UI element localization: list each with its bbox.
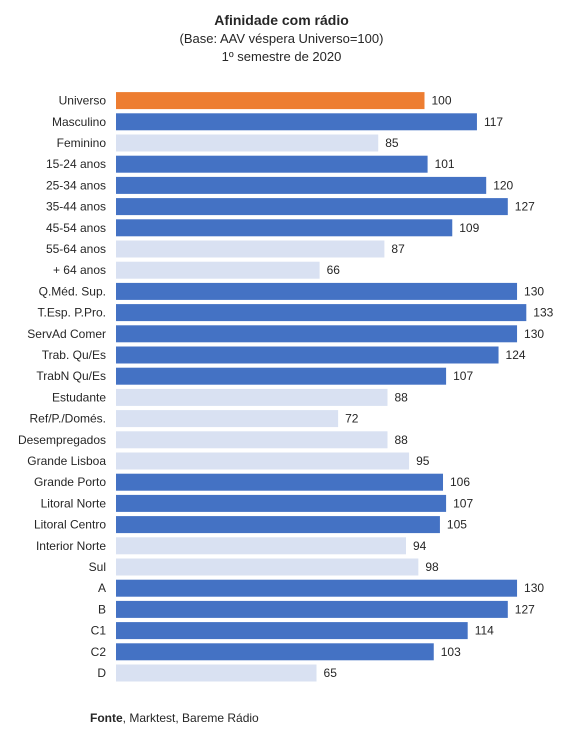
bar	[116, 261, 320, 279]
category-label: 35-44 anos	[46, 200, 106, 214]
bar	[116, 600, 508, 618]
bar	[116, 155, 428, 173]
data-label: 124	[506, 348, 526, 362]
bar	[116, 579, 518, 597]
bar	[116, 537, 406, 555]
data-label: 65	[324, 666, 338, 680]
category-label: D	[97, 666, 106, 680]
data-label: 114	[475, 624, 494, 638]
chart-subtitle: (Base: AAV véspera Universo=100)	[179, 31, 384, 46]
data-label: 117	[484, 115, 503, 129]
category-label: Grande Lisboa	[27, 454, 106, 468]
category-label: Trab. Qu/Es	[42, 348, 106, 362]
bar-chart: Universo 100 Masculino 117 Feminino 85 15-24 a…	[18, 92, 554, 682]
bar	[116, 664, 317, 682]
category-label: Desempregados	[18, 433, 106, 447]
data-label: 72	[345, 412, 359, 426]
data-label: 130	[524, 284, 544, 298]
data-label: 87	[391, 242, 405, 256]
category-label: TrabN Qu/Es	[36, 369, 106, 383]
bar	[116, 452, 410, 470]
data-label: 130	[524, 581, 544, 595]
data-label: 130	[524, 327, 544, 341]
category-label: Grande Porto	[34, 475, 106, 489]
data-label: 107	[453, 496, 473, 510]
data-label: 95	[416, 454, 430, 468]
bar	[116, 176, 487, 194]
data-label: 85	[385, 136, 399, 150]
category-label: Universo	[59, 94, 107, 108]
category-label: Litoral Norte	[41, 496, 107, 510]
source-note: Fonte, Marktest, Bareme Rádio	[90, 711, 259, 725]
bar	[116, 622, 468, 640]
data-label: 107	[453, 369, 473, 383]
bar	[116, 198, 508, 216]
data-label: 101	[435, 157, 455, 171]
category-label: Litoral Centro	[34, 518, 106, 532]
data-label: 100	[432, 94, 452, 108]
bar	[116, 431, 388, 449]
category-label: ServAd Comer	[27, 327, 106, 341]
bar	[116, 134, 379, 152]
data-label: 120	[493, 178, 513, 192]
data-label: 127	[515, 602, 535, 616]
bar	[116, 473, 444, 491]
category-label: C1	[91, 624, 107, 638]
bar	[116, 282, 518, 300]
category-label: Masculino	[52, 115, 106, 129]
bar	[116, 388, 388, 406]
bar	[116, 410, 339, 428]
category-label: T.Esp. P.Pro.	[38, 306, 106, 320]
source-label: Fonte	[90, 711, 123, 725]
bar	[116, 367, 447, 385]
category-label: B	[98, 602, 106, 616]
bar	[116, 113, 477, 131]
data-label: 66	[327, 263, 341, 277]
source-text: , Marktest, Bareme Rádio	[122, 711, 259, 725]
data-label: 103	[441, 645, 461, 659]
category-label: 45-54 anos	[46, 221, 106, 235]
bar	[116, 494, 447, 512]
data-label: 88	[394, 433, 408, 447]
bar	[116, 219, 453, 237]
category-label: Ref/P./Domés.	[30, 412, 106, 426]
category-label: Feminino	[57, 136, 107, 150]
chart-period: 1º semestre de 2020	[221, 49, 342, 64]
data-label: 133	[533, 306, 553, 320]
data-label: 106	[450, 475, 470, 489]
bar	[116, 240, 385, 258]
data-label: 98	[425, 560, 439, 574]
chart-title: Afinidade com rádio	[214, 12, 349, 28]
bar	[116, 516, 440, 534]
category-label: Q.Méd. Sup.	[39, 284, 106, 298]
category-label: 15-24 anos	[46, 157, 106, 171]
category-label: 55-64 anos	[46, 242, 106, 256]
bar	[116, 304, 527, 322]
chart-header: Afinidade com rádio (Base: AAV véspera U…	[0, 10, 563, 66]
data-label: 105	[447, 518, 467, 532]
bar	[116, 346, 499, 364]
category-label: + 64 anos	[53, 263, 106, 277]
data-label: 109	[459, 221, 479, 235]
category-label: Sul	[89, 560, 106, 574]
bar	[116, 558, 419, 576]
bar	[116, 92, 425, 110]
data-label: 94	[413, 539, 427, 553]
bar	[116, 325, 518, 343]
category-label: Estudante	[52, 390, 106, 404]
category-label: A	[98, 581, 106, 595]
category-label: 25-34 anos	[46, 178, 106, 192]
data-label: 127	[515, 200, 535, 214]
bar	[116, 643, 434, 661]
category-label: Interior Norte	[36, 539, 106, 553]
category-label: C2	[91, 645, 107, 659]
data-label: 88	[394, 390, 408, 404]
